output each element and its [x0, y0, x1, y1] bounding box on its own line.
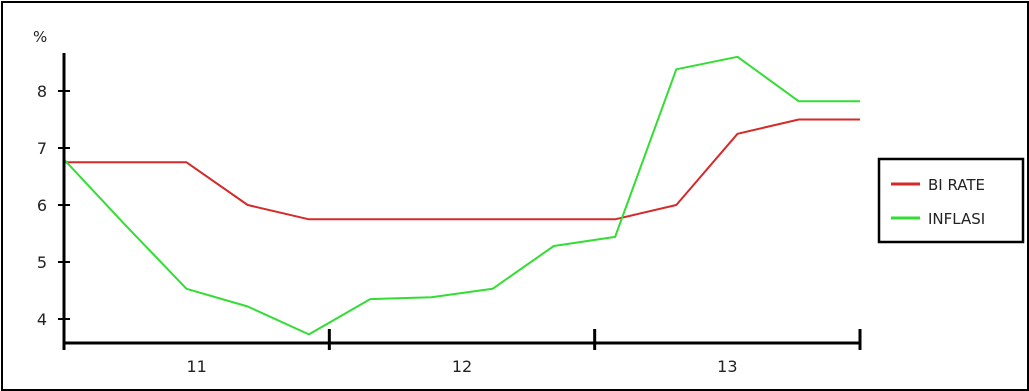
axes-layer: 4 5 6 7 8 11 12 13 [37, 53, 862, 376]
y-tick-label: 8 [37, 82, 47, 101]
legend: BI RATE INFLASI [877, 157, 1025, 244]
series-layer [63, 55, 860, 336]
line-chart: % 4 5 6 7 8 11 12 13 BI RATE INFLASI [33, 28, 1025, 376]
y-tick-label: 4 [37, 310, 47, 329]
legend-label: INFLASI [928, 210, 985, 228]
series-line-inflasi [63, 55, 860, 336]
y-tick-label: 7 [37, 139, 47, 158]
legend-box [877, 157, 1025, 244]
x-tick-label: 11 [186, 357, 206, 376]
x-tick-label: 13 [717, 357, 737, 376]
y-tick-label: 6 [37, 196, 47, 215]
y-tick-label: 5 [37, 253, 47, 272]
y-axis-unit-label: % [33, 28, 47, 46]
series-line-bi-rate [64, 118, 860, 221]
legend-label: BI RATE [928, 176, 985, 194]
x-tick-label: 12 [452, 357, 472, 376]
